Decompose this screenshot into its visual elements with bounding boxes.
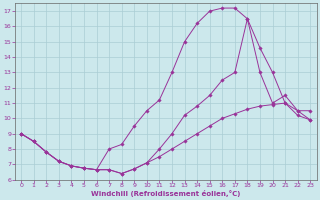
- X-axis label: Windchill (Refroidissement éolien,°C): Windchill (Refroidissement éolien,°C): [91, 190, 240, 197]
